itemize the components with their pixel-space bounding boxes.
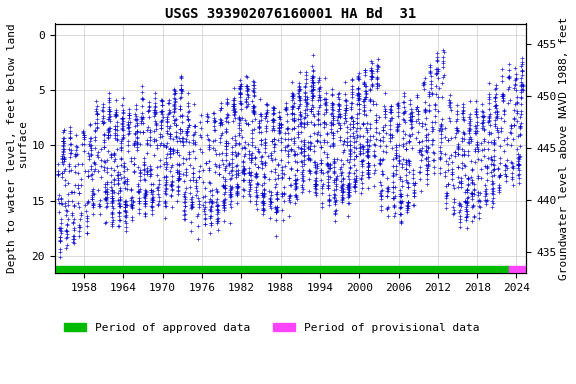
Legend: Period of approved data, Period of provisional data: Period of approved data, Period of provi…: [59, 318, 484, 337]
Y-axis label: Depth to water level, feet below land
 surface: Depth to water level, feet below land su…: [7, 23, 29, 273]
Title: USGS 393902076160001 HA Bd  31: USGS 393902076160001 HA Bd 31: [165, 7, 416, 21]
Y-axis label: Groundwater level above NAVD 1988, feet: Groundwater level above NAVD 1988, feet: [559, 17, 569, 280]
